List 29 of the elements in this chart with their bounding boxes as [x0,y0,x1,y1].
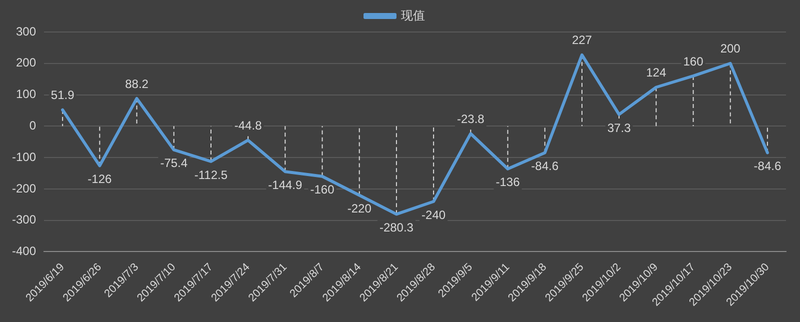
y-tick-label: 200 [16,56,36,70]
data-label: 160 [683,54,704,68]
data-label: 200 [720,42,741,56]
data-label: -112.5 [194,168,228,182]
data-label: 51.9 [50,88,75,102]
y-tick-label: -100 [12,150,36,164]
data-label: -220 [347,202,372,216]
data-label: -160 [310,182,335,197]
legend-label: 现值 [401,8,425,22]
data-label: -84.6 [531,159,559,174]
y-tick-label: -200 [12,181,36,196]
y-tick-label: 0 [29,118,36,132]
data-label: -126 [88,172,112,186]
data-label: -144.9 [268,178,302,192]
data-label: -240 [422,208,446,222]
data-label: -280.3 [379,220,414,234]
data-label: -136 [496,175,520,190]
data-label: -75.4 [160,156,188,170]
y-tick-label: 300 [16,24,36,38]
data-label: -23.8 [456,112,485,126]
y-tick-label: -400 [12,244,36,258]
data-label: -44.8 [234,118,262,133]
y-tick-label: 100 [16,87,36,102]
y-tick-label: -300 [12,212,36,227]
data-label: 124 [646,66,666,80]
data-label: 37.3 [607,120,632,135]
data-label: -84.6 [754,159,782,174]
data-label: 88.2 [125,76,149,91]
data-label: 227 [572,33,592,48]
